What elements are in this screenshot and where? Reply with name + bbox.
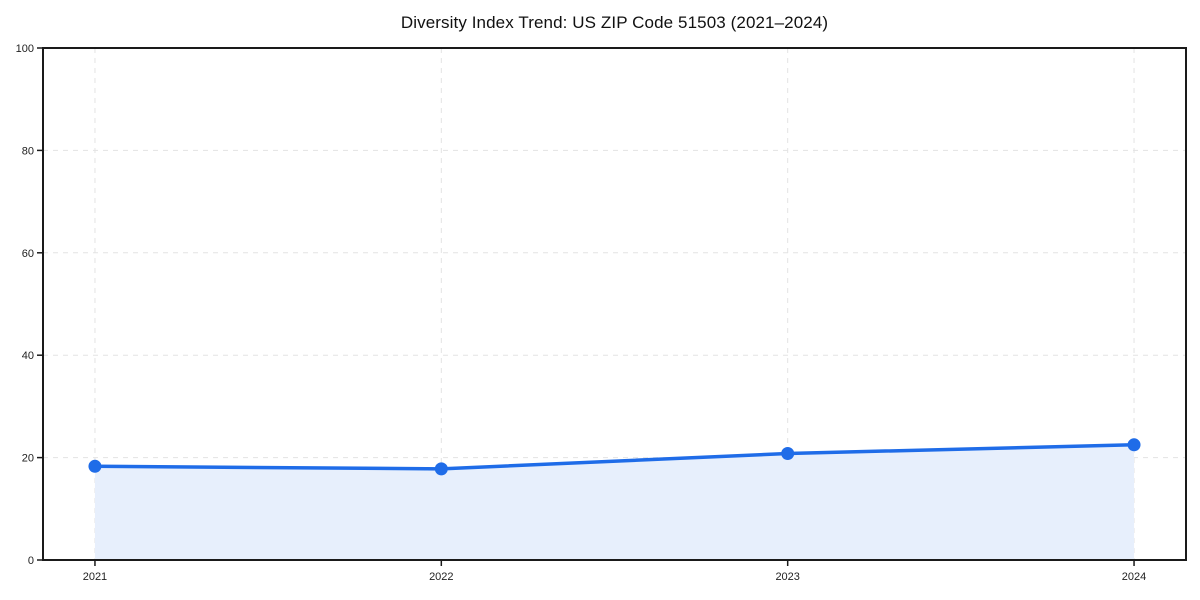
area-fill — [94, 444, 1135, 560]
y-axis-tick-label: 20 — [22, 453, 34, 465]
y-axis-tick-label: 40 — [22, 350, 34, 362]
y-axis-tick-label: 100 — [16, 43, 34, 55]
x-axis-tick-label: 2024 — [1122, 571, 1146, 583]
y-axis-tick-label: 0 — [28, 555, 34, 567]
plot-border — [42, 47, 1187, 561]
y-axis-tick-label: 80 — [22, 145, 34, 157]
data-point-2022 — [434, 462, 448, 476]
trend-line — [93, 443, 1136, 471]
chart-title: Diversity Index Trend: US ZIP Code 51503… — [400, 13, 829, 32]
data-point-2023 — [781, 447, 795, 461]
x-axis-tick-label: 2022 — [429, 571, 453, 583]
y-axis-tick-label: 60 — [22, 248, 34, 260]
data-point-2021 — [88, 459, 102, 473]
data-point-2024 — [1127, 438, 1141, 452]
x-axis-tick-label: 2021 — [83, 571, 107, 583]
x-axis-tick-label: 2023 — [775, 571, 799, 583]
